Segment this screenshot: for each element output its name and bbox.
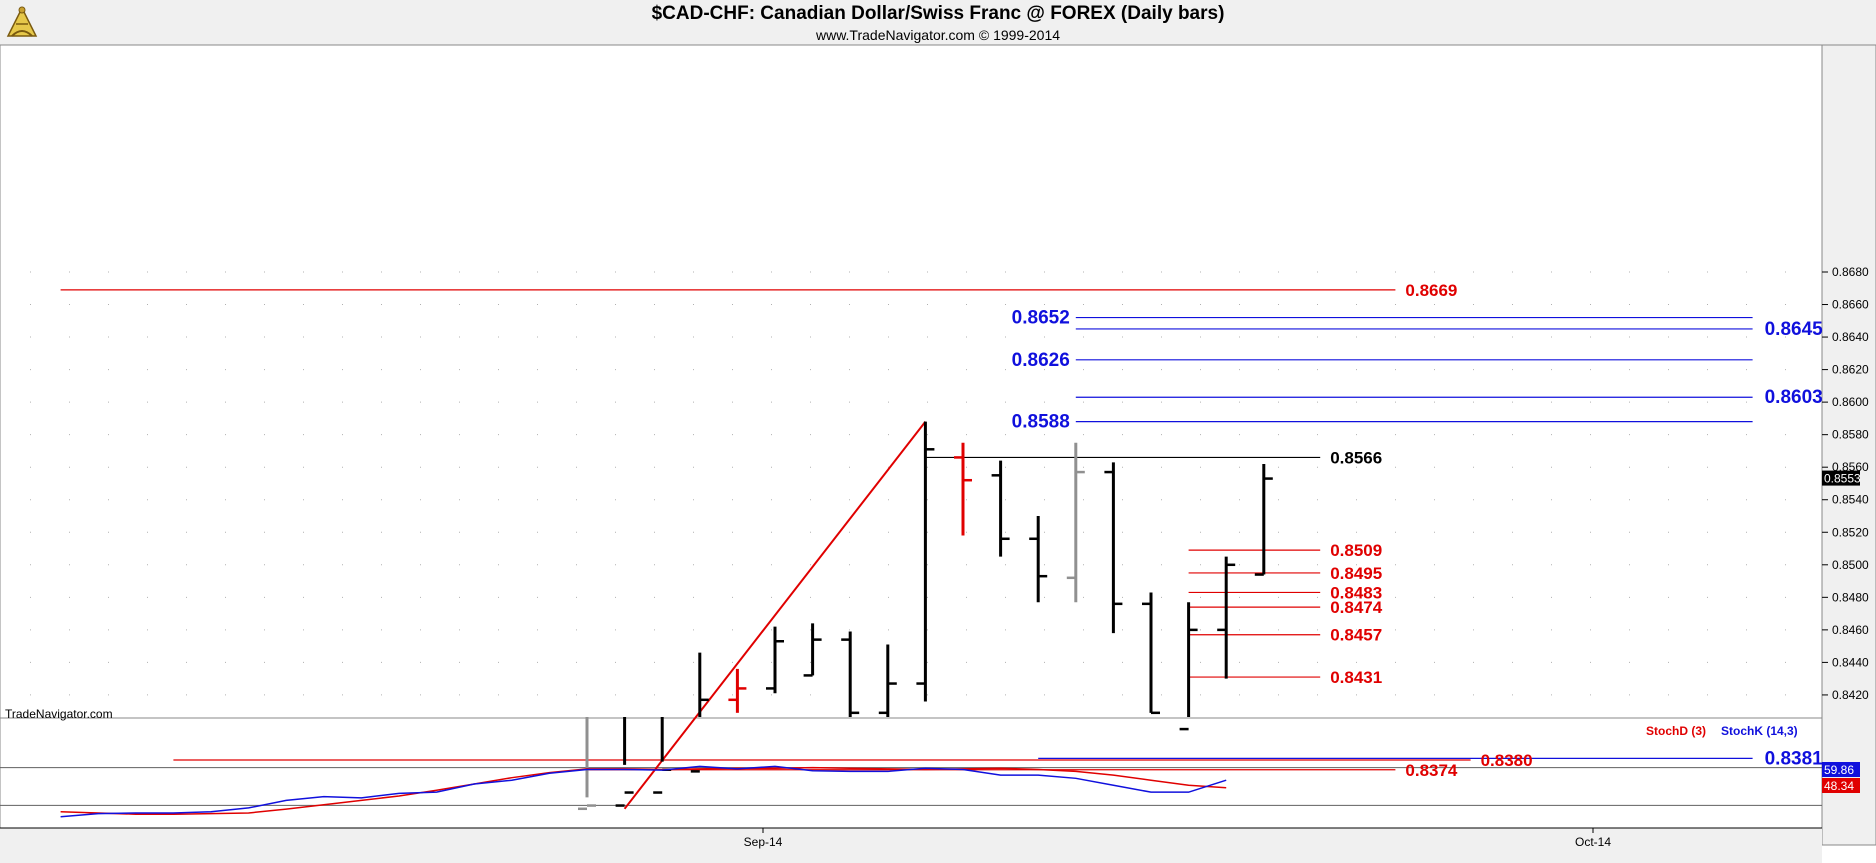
level-label: 0.8483 xyxy=(1330,583,1382,602)
level-label: 0.8374 xyxy=(1405,761,1458,780)
stoch-value-badge xyxy=(1822,778,1860,793)
y-tick-label: 0.8420 xyxy=(1832,688,1869,702)
time-axis-panel xyxy=(0,828,1822,863)
watermark-label: TradeNavigator.com xyxy=(5,707,113,721)
x-tick-label: Oct-14 xyxy=(1575,835,1611,849)
y-tick-label: 0.8620 xyxy=(1832,363,1869,377)
price-panel xyxy=(0,44,1823,719)
level-label: 0.8626 xyxy=(1012,350,1070,371)
level-label: 0.8381 xyxy=(1765,748,1824,769)
stoch-k-line xyxy=(60,765,1227,818)
y-tick-label: 0.8520 xyxy=(1832,525,1869,539)
y-tick-label: 0.8440 xyxy=(1832,655,1869,669)
level-label: 0.8669 xyxy=(1405,281,1457,300)
level-label: 0.8495 xyxy=(1330,564,1382,583)
y-tick-label: 0.8480 xyxy=(1832,590,1869,604)
y-tick-label: 0.8460 xyxy=(1832,623,1869,637)
level-label: 0.8588 xyxy=(1012,412,1070,433)
y-tick-label: 0.8660 xyxy=(1832,298,1869,312)
level-label: 0.8566 xyxy=(1330,448,1382,467)
chart-subtitle: www.TradeNavigator.com © 1999-2014 xyxy=(815,27,1061,43)
legend-stoch-d: StochD (3) xyxy=(1646,724,1706,738)
stoch-panel xyxy=(0,717,1823,829)
level-label: 0.8652 xyxy=(1012,308,1070,329)
y-tick-label: 0.8500 xyxy=(1832,558,1869,572)
level-label: 0.8457 xyxy=(1330,626,1382,645)
x-tick-label: Sep-14 xyxy=(744,835,783,849)
y-tick-label: 0.8580 xyxy=(1832,428,1869,442)
y-tick-label: 0.8540 xyxy=(1832,493,1869,507)
trend-line xyxy=(623,421,927,810)
level-label: 0.8380 xyxy=(1481,751,1533,770)
stoch-value-label: 59.86 xyxy=(1824,763,1854,777)
chart-title: $CAD-CHF: Canadian Dollar/Swiss Franc @ … xyxy=(651,3,1225,24)
sextant-icon xyxy=(6,6,38,37)
stoch-value-label: 48.34 xyxy=(1824,779,1854,793)
last-price-badge xyxy=(1822,470,1860,486)
y-tick-label: 0.8640 xyxy=(1832,330,1869,344)
level-label: 0.8431 xyxy=(1330,668,1382,687)
legend-stoch-k: StochK (14,3) xyxy=(1721,724,1798,738)
level-label: 0.8645 xyxy=(1765,319,1824,340)
stoch-value-badge xyxy=(1822,762,1860,777)
y-tick-label: 0.8680 xyxy=(1832,265,1869,279)
last-price-label: 0.8553 xyxy=(1824,472,1861,486)
title-bar: $CAD-CHF: Canadian Dollar/Swiss Franc @ … xyxy=(0,0,1876,45)
price-axis-panel xyxy=(1821,44,1876,846)
level-label: 0.8603 xyxy=(1765,387,1823,408)
y-tick-label: 0.8600 xyxy=(1832,395,1869,409)
level-label: 0.8474 xyxy=(1330,598,1383,617)
level-label: 0.8509 xyxy=(1330,541,1382,560)
